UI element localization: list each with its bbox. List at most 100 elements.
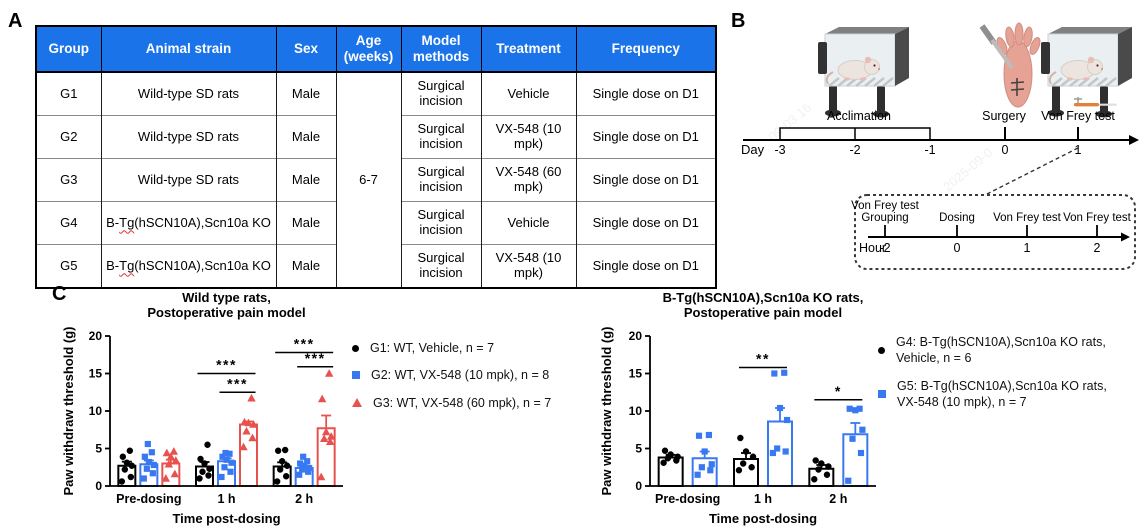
- y-tick-label: 15: [89, 367, 103, 381]
- scatter-point: [140, 475, 147, 482]
- surgery-label: Surgery: [982, 109, 1027, 123]
- scatter-point: [852, 407, 859, 414]
- day-tick-label: 0: [1002, 143, 1009, 157]
- scatter-point: [283, 462, 291, 469]
- scatter-point: [317, 394, 327, 403]
- circle-marker-icon: [352, 344, 359, 352]
- panel-a-label: A: [8, 10, 23, 32]
- table-header-cell: Animal strain: [100, 26, 276, 73]
- zoom-connector-line: [986, 147, 1079, 195]
- y-axis-title: Paw withdraw threshold (g): [599, 326, 614, 495]
- y-tick-label: 5: [95, 442, 102, 456]
- scatter-point: [705, 431, 713, 439]
- treatment-cell: VX-548 (10 mpk): [480, 115, 576, 159]
- scatter-point: [695, 432, 703, 439]
- chart-title: Wild type rats,: [182, 290, 271, 305]
- scatter-point: [143, 465, 150, 472]
- hour-event-label: Grouping: [861, 212, 908, 224]
- model-cell: Surgical incision: [400, 158, 481, 202]
- scatter-point: [171, 456, 181, 464]
- strain-cell: Wild-type SD rats: [100, 115, 276, 159]
- scatter-point: [126, 447, 134, 454]
- day-axis-arrowhead: [1129, 135, 1139, 145]
- timeline-diagram: 09-03 16bj22025-09-0 Day-3-2-101Acclimat…: [741, 12, 1139, 270]
- y-tick-label: 0: [95, 479, 102, 493]
- frequency-cell: Single dose on D1: [575, 244, 716, 288]
- scatter-point: [660, 459, 667, 466]
- chart-title: B-Tg(hSCN10A),Scn10a KO rats,: [663, 290, 864, 305]
- scatter-point: [162, 448, 172, 457]
- frequency-cell: Single dose on D1: [575, 115, 716, 159]
- scatter-point: [321, 427, 331, 436]
- scatter-point: [118, 478, 126, 485]
- scatter-point: [735, 467, 743, 474]
- significance-label: *: [835, 383, 842, 399]
- table-header-cell: Group: [36, 26, 101, 73]
- scatter-point: [782, 448, 789, 455]
- table-row: G1 Wild-type SD rats Male 6-7 Surgical incis…: [36, 71, 716, 288]
- scatter-point: [240, 417, 249, 426]
- scatter-point: [694, 471, 701, 478]
- scatter-point: [301, 462, 308, 469]
- scatter-point: [123, 459, 131, 466]
- day-axis-label: Day: [741, 142, 765, 157]
- scatter-point: [748, 464, 755, 471]
- panel-b-label: B: [731, 10, 746, 32]
- square-marker-icon: [878, 389, 886, 398]
- frequency-cell: Single dose on D1: [575, 71, 716, 116]
- circle-marker-icon: [878, 346, 885, 354]
- significance-label: ***: [216, 357, 237, 373]
- group-cell: G2: [36, 115, 101, 159]
- scatter-point: [783, 416, 791, 424]
- scatter-point: [661, 447, 669, 454]
- scatter-point: [145, 458, 152, 466]
- scatter-point: [282, 473, 290, 480]
- strain-cell: B-Tg(hSCN10A),Scn10a KO: [100, 201, 276, 245]
- significance-label: ***: [227, 375, 248, 391]
- scatter-point: [846, 405, 853, 412]
- wt-rats-legend: G1: WT, Vehicle, n = 7 G2: WT, VX-548 (10…: [352, 340, 587, 422]
- treatment-cell: VX-548 (60 mpk): [480, 158, 576, 202]
- scatter-point: [823, 471, 831, 478]
- scatter-point: [127, 473, 135, 481]
- scatter-point: [859, 426, 866, 433]
- scatter-point: [701, 448, 708, 455]
- scatter-point: [774, 445, 781, 452]
- square-marker-icon: [352, 371, 360, 380]
- x-category-label: 1 h: [217, 492, 235, 506]
- scatter-point: [149, 470, 156, 477]
- scatter-point: [698, 464, 705, 471]
- scatter-point: [708, 461, 715, 468]
- scatter-point: [299, 466, 306, 473]
- scatter-point: [274, 447, 282, 454]
- scatter-point: [707, 467, 714, 474]
- scatter-point: [812, 457, 819, 464]
- hour-event-label: Von Frey test: [1063, 212, 1132, 224]
- age-cell: 6-7: [335, 71, 401, 288]
- sex-cell: Male: [275, 244, 336, 288]
- sex-cell: Male: [275, 158, 336, 202]
- table-row: G3 Wild-type SD rats Male Surgical incision…: [36, 158, 716, 202]
- frequency-cell: Single dose on D1: [575, 201, 716, 245]
- x-category-label: Pre-dosing: [116, 492, 181, 506]
- scatter-point: [825, 463, 832, 470]
- scatter-point: [242, 426, 251, 435]
- scatter-point: [128, 462, 136, 469]
- hour-tick-label: 2: [1094, 241, 1101, 255]
- hour-event-label: Von Frey test: [993, 212, 1062, 224]
- scatter-point: [199, 468, 206, 475]
- y-tick-label: 20: [89, 329, 103, 343]
- sex-cell: Male: [275, 71, 336, 116]
- study-design-table: Group Animal strain Sex Age (weeks) Model me…: [35, 25, 717, 289]
- scatter-point: [144, 440, 151, 448]
- chart-title: Postoperative pain model: [684, 305, 842, 320]
- scatter-point: [316, 472, 326, 481]
- legend-label: G3: WT, VX-548 (60 mpk), n = 7: [373, 395, 552, 410]
- scatter-point: [221, 464, 228, 471]
- scatter-point: [205, 472, 212, 479]
- table-row: G2 Wild-type SD rats Male Surgical incision…: [36, 115, 716, 159]
- frequency-cell: Single dose on D1: [575, 158, 716, 202]
